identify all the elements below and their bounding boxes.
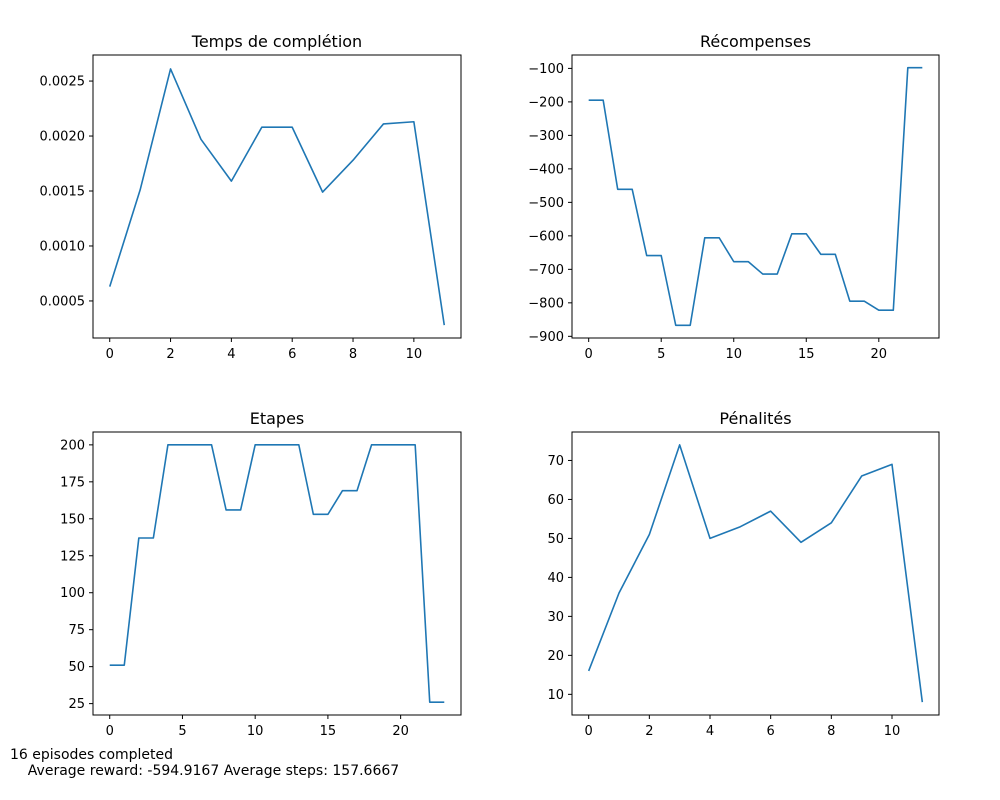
- y-tick-label: 70: [547, 454, 564, 469]
- y-tick-label: 20: [547, 649, 564, 664]
- y-tick-label: 125: [60, 549, 85, 564]
- y-tick-label: 0.0005: [40, 294, 86, 309]
- y-tick-label: 0.0015: [40, 185, 86, 200]
- chart-panel-3: Pénalités 0 2 4 6 8 10 10 20 30 40 50 60 70: [547, 409, 940, 739]
- y-tick-label: 150: [60, 512, 85, 527]
- x-tick-label: 2: [166, 347, 174, 362]
- chart-title: Temps de complétion: [191, 32, 362, 51]
- x-tick-label: 2: [645, 724, 653, 739]
- episodes-completed-text: 16 episodes completed: [10, 747, 174, 763]
- x-tick-label: 0: [585, 724, 593, 739]
- chart-panel-0: Temps de complétion 0 2 4 6 8 10 0.0005 0.0010 0.…: [40, 32, 462, 362]
- x-tick-label: 8: [827, 724, 835, 739]
- x-tick-label: 5: [178, 724, 186, 739]
- x-tick-label: 20: [392, 724, 409, 739]
- y-tick-label: 30: [547, 610, 564, 625]
- y-tick-label: −100: [528, 62, 564, 77]
- y-tick-label: 75: [68, 623, 85, 638]
- x-tick-label: 6: [288, 347, 296, 362]
- y-tick-label: −200: [528, 95, 564, 110]
- y-tick-label: 25: [68, 697, 85, 712]
- y-tick-label: 100: [60, 586, 85, 601]
- series-line: [108, 68, 446, 326]
- x-tick-label: 5: [657, 347, 665, 362]
- y-tick-label: −900: [528, 330, 564, 345]
- y-tick-label: −800: [528, 296, 564, 311]
- x-tick-label: 10: [884, 724, 901, 739]
- x-tick-label: 10: [725, 347, 742, 362]
- y-tick-label: 40: [547, 571, 564, 586]
- y-tick-label: −400: [528, 162, 564, 177]
- y-tick-label: −500: [528, 196, 564, 211]
- y-tick-label: 0.0025: [40, 75, 86, 90]
- chart-panel-1: Récompenses 0 5 10 15 20 −900 −800 −700 −600 −500 −…: [528, 32, 940, 362]
- y-tick-label: −700: [528, 263, 564, 278]
- x-tick-label: 10: [247, 724, 264, 739]
- series-line: [109, 444, 445, 703]
- x-tick-label: 4: [227, 347, 235, 362]
- average-stats-text: Average reward: -594.9167 Average steps:…: [10, 763, 400, 779]
- y-tick-label: 0.0010: [40, 239, 86, 254]
- y-tick-label: −600: [528, 229, 564, 244]
- y-tick-label: 175: [60, 475, 85, 490]
- axes-frame: [92, 54, 462, 339]
- chart-title: Etapes: [250, 409, 305, 428]
- x-tick-label: 10: [406, 347, 423, 362]
- x-tick-label: 8: [349, 347, 357, 362]
- y-tick-label: 50: [547, 532, 564, 547]
- y-tick-label: 10: [547, 688, 564, 703]
- axes-frame: [571, 54, 940, 339]
- x-tick-label: 15: [320, 724, 337, 739]
- x-tick-label: 20: [871, 347, 888, 362]
- chart-title: Pénalités: [719, 409, 791, 428]
- axes-frame: [92, 431, 462, 716]
- axes-frame: [571, 431, 940, 716]
- y-tick-label: 0.0020: [40, 130, 86, 145]
- y-tick-label: 60: [547, 493, 564, 508]
- x-tick-label: 4: [706, 724, 714, 739]
- y-tick-label: −300: [528, 129, 564, 144]
- x-tick-label: 0: [106, 347, 114, 362]
- series-line: [587, 444, 924, 703]
- y-tick-label: 200: [60, 438, 85, 453]
- series-line: [588, 66, 923, 327]
- chart-panel-2: Etapes 0 5 10 15 20 25 50 75 100 125 150 175 200: [60, 409, 462, 739]
- x-tick-label: 0: [585, 347, 593, 362]
- y-tick-label: 50: [68, 660, 85, 675]
- x-tick-label: 6: [767, 724, 775, 739]
- x-tick-label: 15: [798, 347, 815, 362]
- x-tick-label: 0: [106, 724, 114, 739]
- chart-title: Récompenses: [700, 32, 811, 51]
